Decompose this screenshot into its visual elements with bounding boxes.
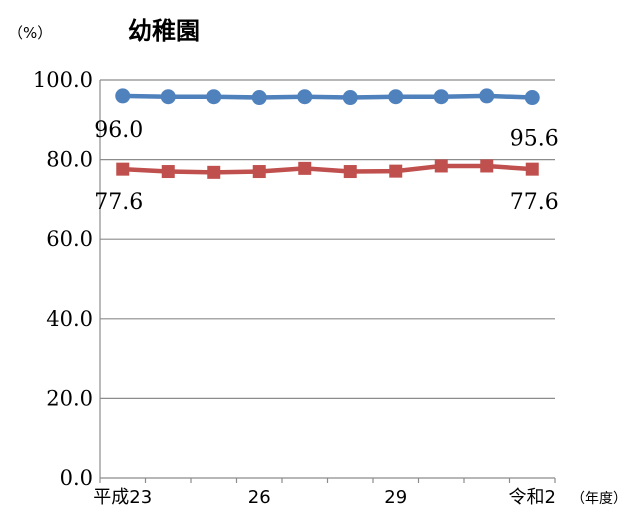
data-point bbox=[116, 162, 130, 176]
data-point bbox=[206, 89, 222, 105]
data-point bbox=[160, 89, 176, 105]
y-tick-label: 20.0 bbox=[46, 386, 93, 410]
y-tick-label: 60.0 bbox=[46, 227, 93, 251]
x-axis-ticks: 平成23 26 29 令和2 bbox=[93, 487, 556, 508]
series-line bbox=[122, 163, 533, 175]
data-point bbox=[479, 88, 495, 104]
data-labels: 96.0 95.6 77.6 77.6 bbox=[94, 118, 558, 215]
data-point bbox=[297, 89, 313, 105]
data-point bbox=[434, 159, 448, 173]
data-point bbox=[480, 159, 494, 173]
y-tick-label: 40.0 bbox=[46, 307, 93, 331]
data-point bbox=[524, 90, 540, 106]
y-unit-label: （%） bbox=[8, 24, 52, 42]
data-point bbox=[298, 161, 312, 175]
x-tick-label: 令和2 bbox=[509, 487, 556, 508]
x-axis bbox=[99, 80, 556, 483]
data-point bbox=[433, 89, 449, 105]
series-group bbox=[115, 88, 540, 179]
data-point bbox=[342, 90, 358, 106]
y-tick-label: 0.0 bbox=[60, 466, 93, 490]
data-point bbox=[389, 164, 403, 178]
x-tick-label: 平成23 bbox=[93, 487, 152, 508]
y-axis-ticks: 0.0 20.0 40.0 60.0 80.0 100.0 bbox=[33, 68, 93, 490]
data-point bbox=[252, 165, 266, 179]
data-point bbox=[115, 88, 131, 104]
data-point bbox=[525, 162, 539, 176]
data-label: 77.6 bbox=[94, 190, 143, 215]
y-tick-label: 80.0 bbox=[46, 148, 93, 172]
data-label: 77.6 bbox=[510, 190, 559, 215]
y-tick-label: 100.0 bbox=[33, 68, 93, 92]
data-point bbox=[161, 165, 175, 179]
data-label: 96.0 bbox=[94, 118, 143, 143]
data-point bbox=[251, 90, 267, 106]
x-tick-label: 29 bbox=[384, 487, 407, 508]
data-label: 95.6 bbox=[510, 127, 559, 152]
chart-title: 幼稚園 bbox=[128, 17, 200, 45]
data-point bbox=[207, 165, 221, 179]
series-line bbox=[122, 93, 533, 100]
data-point bbox=[343, 165, 357, 179]
x-tick-label: 26 bbox=[248, 487, 271, 508]
x-unit-label: （年度） bbox=[571, 491, 620, 507]
gridlines bbox=[100, 79, 555, 399]
data-point bbox=[388, 89, 404, 105]
